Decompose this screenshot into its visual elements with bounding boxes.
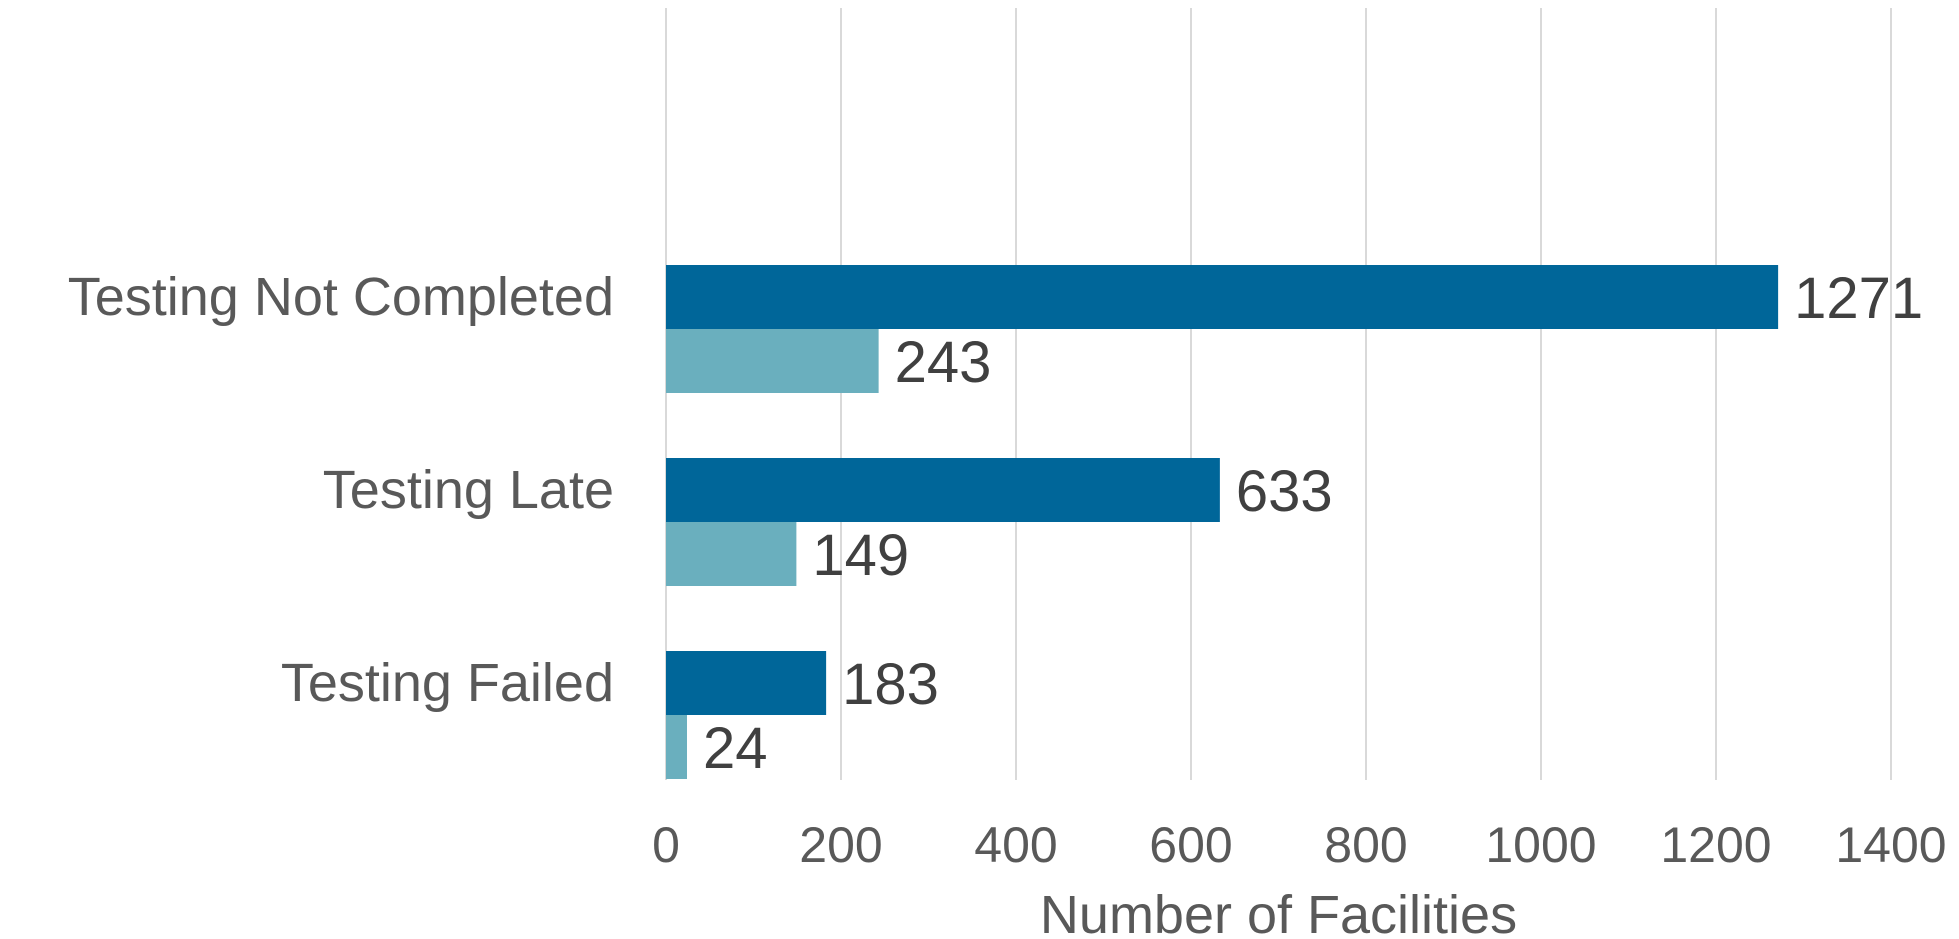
x-tick-label: 800 bbox=[1324, 817, 1407, 873]
bar bbox=[666, 265, 1779, 329]
bar bbox=[666, 522, 797, 586]
x-tick-label: 1000 bbox=[1485, 817, 1596, 873]
data-label: 243 bbox=[895, 330, 992, 395]
x-tick-label: 200 bbox=[799, 817, 882, 873]
data-label: 183 bbox=[842, 652, 939, 717]
x-axis-title: Number of Facilities bbox=[1040, 885, 1517, 939]
bars bbox=[666, 265, 1779, 779]
category-labels: Testing Not Completed Testing Late Testing… bbox=[68, 267, 614, 713]
x-tick-label: 600 bbox=[1149, 817, 1232, 873]
bar bbox=[666, 651, 827, 715]
data-label: 24 bbox=[703, 716, 768, 781]
data-labels: 1271 243 633 149 183 24 bbox=[703, 266, 1923, 781]
x-tick-label: 1400 bbox=[1835, 817, 1946, 873]
bar bbox=[666, 458, 1220, 522]
data-label: 149 bbox=[812, 523, 909, 588]
x-tick-label: 1200 bbox=[1660, 817, 1771, 873]
data-label: 633 bbox=[1236, 459, 1333, 524]
x-tick-labels: 0 200 400 600 800 1000 1200 1400 bbox=[652, 817, 1947, 873]
category-label: Testing Failed bbox=[281, 653, 614, 713]
bar bbox=[666, 329, 879, 393]
bar bbox=[666, 715, 687, 779]
category-label: Testing Not Completed bbox=[68, 267, 614, 327]
category-label: Testing Late bbox=[323, 460, 614, 520]
x-tick-label: 0 bbox=[652, 817, 680, 873]
x-tick-label: 400 bbox=[974, 817, 1057, 873]
gridlines bbox=[665, 8, 1892, 780]
data-label: 1271 bbox=[1794, 266, 1923, 331]
